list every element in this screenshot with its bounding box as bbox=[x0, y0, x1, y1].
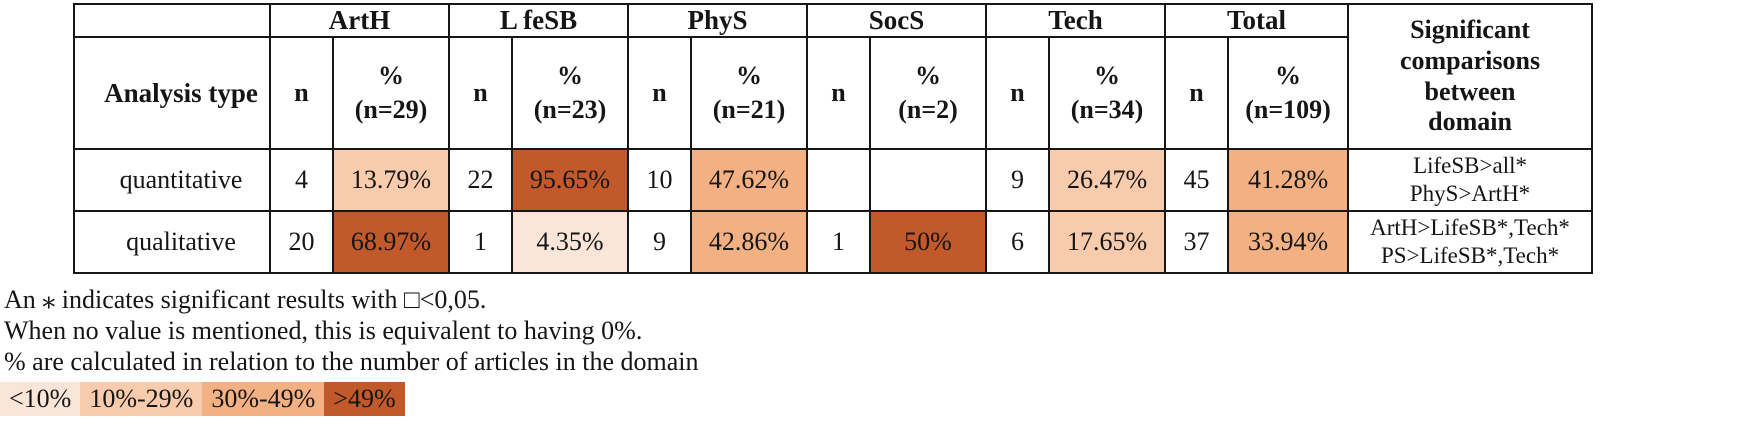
cell-pct-arth: 68.97% bbox=[331, 210, 451, 275]
cell-pct-tech: 17.65% bbox=[1048, 210, 1167, 275]
cell-n-arth: 4 bbox=[269, 147, 334, 213]
cell-n-lifesb: 1 bbox=[448, 210, 514, 275]
comparisons-cell-quantitative: LifeSB>all* PhyS>ArtH* bbox=[1347, 147, 1594, 213]
corner-spacer bbox=[73, 3, 271, 38]
note-significance: An ⁎ indicates significant results with … bbox=[4, 285, 487, 315]
cell-pct-total: 41.28% bbox=[1227, 147, 1350, 213]
cell-n-lifesb: 22 bbox=[448, 147, 514, 213]
note-no-value: When no value is mentioned, this is equi… bbox=[4, 316, 643, 346]
cell-n-total: 45 bbox=[1164, 147, 1230, 213]
domain-header-row: ArtH L feSB PhyS SocS Tech Total Signifi… bbox=[73, 3, 1594, 150]
cell-n-socs: 1 bbox=[806, 210, 872, 275]
legend-swatch-30-49: 30%-49% bbox=[202, 382, 325, 417]
cell-n-socs bbox=[806, 147, 872, 213]
footnotes: An ⁎ indicates significant results with … bbox=[4, 284, 1750, 377]
pct-header-phys: % (n=21) bbox=[690, 36, 809, 150]
cell-pct-phys: 47.62% bbox=[690, 147, 809, 213]
domain-header-socs: SocS bbox=[806, 3, 988, 38]
cell-n-arth: 20 bbox=[269, 210, 334, 275]
cell-pct-total: 33.94% bbox=[1227, 210, 1350, 275]
domain-header-lifesb: L feSB bbox=[448, 3, 630, 38]
legend-swatch-gt49: >49% bbox=[324, 382, 405, 417]
n-header-phys: n bbox=[627, 36, 693, 150]
pct-header-socs: % (n=2) bbox=[869, 36, 988, 150]
domain-header-phys: PhyS bbox=[627, 3, 809, 38]
cell-pct-socs: 50% bbox=[869, 210, 988, 275]
cell-n-tech: 9 bbox=[985, 147, 1051, 213]
note-calculation: % are calculated in relation to the numb… bbox=[4, 347, 699, 377]
cell-n-phys: 10 bbox=[627, 147, 693, 213]
cell-pct-tech: 26.47% bbox=[1048, 147, 1167, 213]
results-table: ArtH L feSB PhyS SocS Tech Total Signifi… bbox=[73, 3, 1594, 275]
table-row-quantitative: quantitative 4 13.79% 22 95.65% 10 47.62… bbox=[73, 147, 1594, 213]
comparisons-header: Significant comparisons between domain bbox=[1347, 3, 1594, 150]
n-header-total: n bbox=[1164, 36, 1230, 150]
row-label-quantitative: quantitative bbox=[73, 147, 271, 213]
cell-n-total: 37 bbox=[1164, 210, 1230, 275]
cell-pct-lifesb: 4.35% bbox=[511, 210, 630, 275]
domain-header-tech: Tech bbox=[985, 3, 1167, 38]
domain-header-arth: ArtH bbox=[268, 3, 451, 38]
n-header-tech: n bbox=[985, 36, 1051, 150]
n-header-lifesb: n bbox=[448, 36, 514, 150]
legend-swatch-lt10: <10% bbox=[0, 382, 81, 417]
pct-header-tech: % (n=34) bbox=[1048, 36, 1167, 150]
cell-pct-socs bbox=[869, 147, 988, 213]
pct-header-lifesb: % (n=23) bbox=[511, 36, 630, 150]
legend-swatch-10-29: 10%-29% bbox=[80, 382, 203, 417]
pct-header-total: % (n=109) bbox=[1227, 36, 1350, 150]
n-header-socs: n bbox=[806, 36, 872, 150]
pct-header-arth: % (n=29) bbox=[331, 36, 451, 150]
color-legend: <10% 10%-29% 30%-49% >49% bbox=[0, 382, 1750, 417]
table-row-qualitative: qualitative 20 68.97% 1 4.35% 9 42.86% 1… bbox=[73, 210, 1594, 275]
cell-pct-phys: 42.86% bbox=[690, 210, 809, 275]
domain-header-total: Total bbox=[1164, 3, 1350, 38]
cell-n-tech: 6 bbox=[985, 210, 1051, 275]
cell-pct-lifesb: 95.65% bbox=[511, 147, 630, 213]
comparisons-cell-qualitative: ArtH>LifeSB*,Tech* PS>LifeSB*,Tech* bbox=[1347, 210, 1594, 275]
row-label-qualitative: qualitative bbox=[73, 210, 271, 275]
cell-pct-arth: 13.79% bbox=[331, 147, 451, 213]
cell-n-phys: 9 bbox=[627, 210, 693, 275]
column-header-row: Analysis type n % (n=29) n % (n=23) n % … bbox=[73, 36, 1592, 150]
analysis-type-header: Analysis type bbox=[73, 36, 271, 150]
n-header-arth: n bbox=[269, 36, 334, 150]
figure-page: ArtH L feSB PhyS SocS Tech Total Signifi… bbox=[0, 3, 1750, 424]
